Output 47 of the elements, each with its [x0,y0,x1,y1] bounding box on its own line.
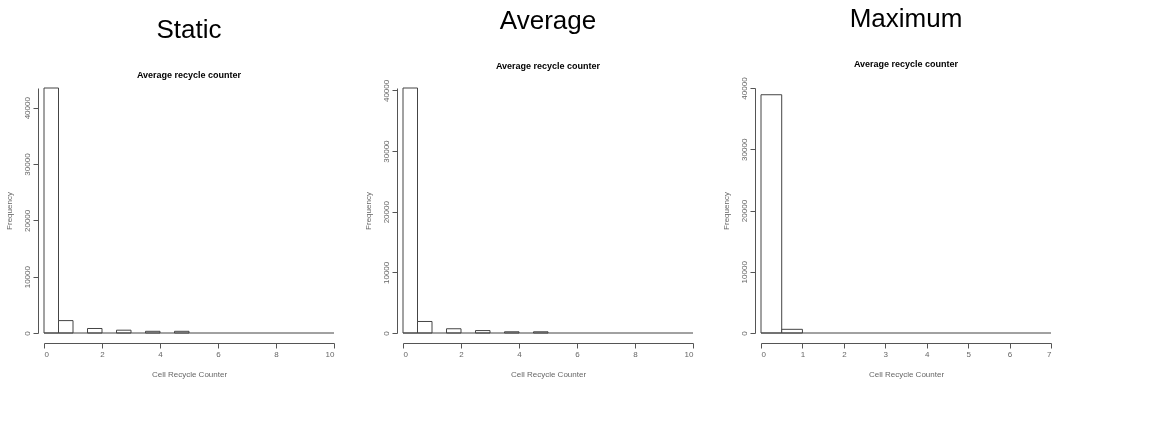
y-tick-label: 20000 [22,209,32,232]
x-tick-label: 0 [44,349,50,359]
x-tick-label: 4 [517,349,523,359]
y-axis-title: Frequency [721,192,731,230]
x-tick-label: 2 [459,349,465,359]
chart-subtitle: Average recycle counter [853,58,959,69]
y-tick-label: 10000 [22,265,32,289]
x-tick-label: 2 [842,349,848,359]
y-tick-label: 0 [381,330,391,336]
x-axis-title: Cell Recycle Counter [151,369,228,379]
x-tick-label: 4 [158,349,164,359]
x-tick-label: 6 [216,349,222,359]
y-tick-label: 10000 [381,261,391,284]
x-tick-label: 3 [883,349,889,359]
x-tick-label: 0 [403,349,409,359]
x-tick-label: 6 [1007,349,1013,359]
chart-title: Maximum [849,2,963,33]
chart-title: Average [499,5,597,36]
chart-subtitle: Average recycle counter [495,61,601,72]
x-axis-title: Cell Recycle Counter [510,369,587,379]
y-axis-title: Frequency [4,192,14,230]
y-tick-label: 40000 [22,96,32,120]
x-tick-label: 10 [325,349,336,359]
y-axis-title: Frequency [363,192,373,230]
x-tick-label: 7 [1047,349,1053,359]
y-tick-label: 0 [739,330,749,336]
x-tick-label: 1 [800,349,806,359]
y-tick-label: 40000 [381,79,391,103]
y-tick-label: 30000 [22,152,32,176]
y-tick-label: 20000 [739,199,749,223]
y-tick-label: 30000 [739,138,749,161]
x-axis-title: Cell Recycle Counter [868,369,945,379]
x-tick-label: 0 [761,349,767,359]
x-tick-label: 4 [924,349,930,359]
chart-subtitle: Average recycle counter [136,69,242,80]
chart-title: Static [156,13,222,44]
x-tick-label: 8 [633,349,639,359]
y-tick-label: 10000 [739,260,749,284]
x-tick-label: 8 [274,349,280,359]
y-tick-label: 0 [22,330,32,336]
x-tick-label: 10 [684,349,695,359]
x-tick-label: 6 [575,349,581,359]
x-tick-label: 2 [100,349,106,359]
y-tick-label: 40000 [739,76,749,100]
x-tick-label: 5 [966,349,972,359]
y-tick-label: 20000 [381,200,391,224]
y-tick-label: 30000 [381,139,391,163]
